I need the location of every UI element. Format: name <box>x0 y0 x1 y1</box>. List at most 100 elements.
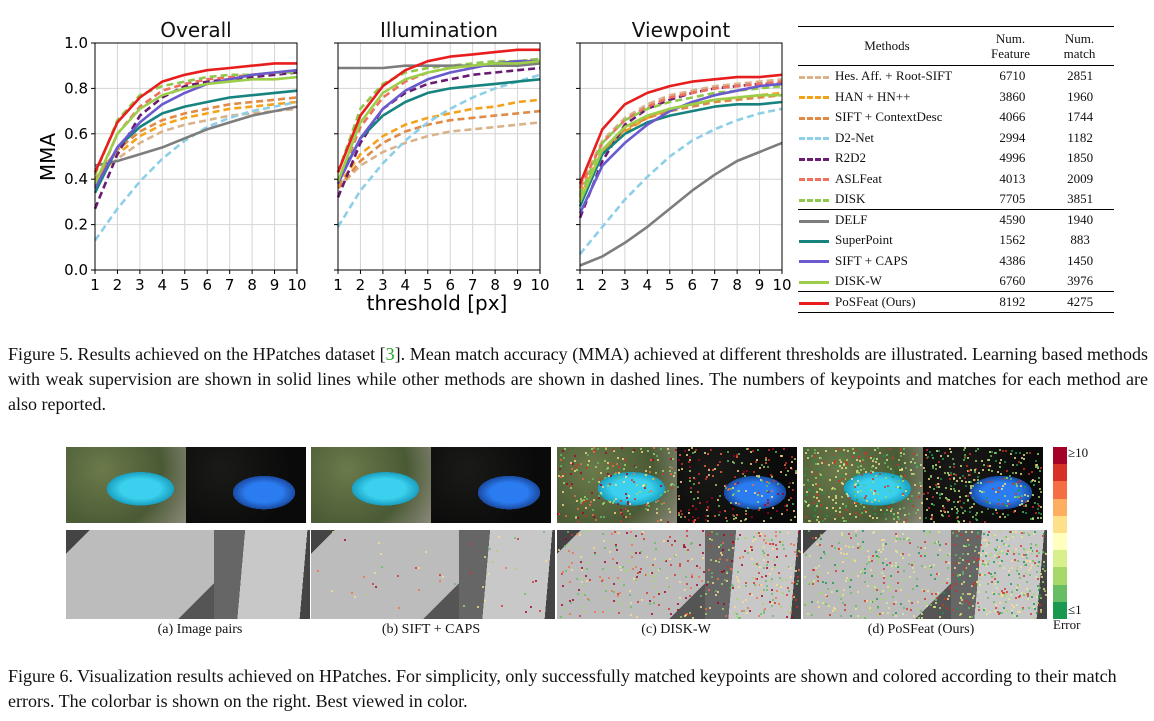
match-keypoint <box>654 500 657 503</box>
match-keypoint <box>1017 573 1020 576</box>
match-keypoint <box>765 541 767 544</box>
match-keypoint <box>560 572 563 575</box>
match-keypoint <box>986 496 989 499</box>
match-keypoint <box>871 500 874 503</box>
match-keypoint <box>848 545 851 548</box>
match-keypoint <box>806 491 808 494</box>
match-keypoint <box>691 575 693 578</box>
match-keypoint <box>576 520 579 523</box>
match-keypoint <box>996 581 999 584</box>
match-keypoint <box>759 584 762 587</box>
match-keypoint <box>998 449 1001 452</box>
match-keypoint <box>657 593 660 596</box>
match-keypoint <box>961 552 964 555</box>
match-keypoint <box>989 501 992 504</box>
match-keypoint <box>619 511 622 514</box>
legend-num-match: 1450 <box>1067 252 1094 268</box>
match-keypoint <box>850 536 853 539</box>
match-keypoint <box>588 599 590 602</box>
match-keypoint <box>785 594 788 597</box>
match-keypoint <box>796 605 799 608</box>
citation-link[interactable]: 3 <box>385 344 395 364</box>
match-keypoint <box>901 566 903 569</box>
legend-swatch <box>799 198 829 202</box>
match-keypoint <box>816 542 819 545</box>
match-keypoint <box>630 614 633 617</box>
series-line-disk <box>578 84 783 196</box>
match-keypoint <box>572 462 575 465</box>
match-keypoint <box>613 449 616 452</box>
match-keypoint <box>688 595 691 598</box>
match-keypoint <box>859 465 862 468</box>
match-keypoint <box>815 566 818 569</box>
match-keypoint <box>948 473 951 476</box>
match-keypoint <box>685 613 688 615</box>
match-keypoint <box>787 587 790 590</box>
match-keypoint <box>583 610 586 613</box>
match-keypoint <box>692 505 695 508</box>
match-keypoint <box>886 586 889 589</box>
match-keypoint <box>764 607 767 610</box>
match-keypoint <box>901 578 904 581</box>
match-keypoint <box>776 555 779 558</box>
match-keypoint <box>973 502 976 505</box>
match-keypoint <box>689 476 692 479</box>
match-keypoint <box>726 571 729 574</box>
match-keypoint <box>840 533 843 536</box>
match-keypoint <box>757 491 760 494</box>
match-keypoint <box>1011 471 1014 474</box>
match-keypoint <box>746 506 749 509</box>
match-keypoint <box>917 616 920 619</box>
match-keypoint <box>643 538 646 540</box>
match-keypoint <box>722 608 725 610</box>
match-keypoint <box>672 483 675 486</box>
match-keypoint <box>942 611 945 614</box>
match-keypoint <box>934 593 937 596</box>
match-keypoint <box>686 551 689 554</box>
match-keypoint <box>767 481 770 484</box>
match-keypoint <box>820 457 822 460</box>
match-keypoint <box>707 589 710 591</box>
match-keypoint <box>803 604 806 607</box>
match-keypoint <box>1018 596 1021 599</box>
match-keypoint <box>679 481 682 484</box>
match-keypoint <box>612 566 615 568</box>
match-keypoint <box>903 578 906 581</box>
match-keypoint <box>1011 530 1014 533</box>
match-keypoint <box>559 459 562 462</box>
match-keypoint <box>898 469 901 471</box>
match-keypoint <box>889 574 892 577</box>
match-keypoint <box>957 574 960 577</box>
match-keypoint <box>617 475 620 478</box>
legend-method-name: ASLFeat <box>835 170 882 186</box>
match-keypoint <box>980 511 983 513</box>
match-keypoint <box>746 611 749 614</box>
match-keypoint <box>988 542 991 545</box>
match-keypoint <box>841 467 844 469</box>
match-keypoint <box>1040 491 1043 494</box>
match-keypoint <box>1030 547 1033 550</box>
match-keypoint <box>736 571 739 574</box>
match-keypoint <box>955 479 958 482</box>
match-keypoint <box>649 603 652 605</box>
match-keypoint <box>660 493 663 496</box>
match-keypoint <box>903 520 906 523</box>
match-keypoint <box>944 452 947 455</box>
match-keypoint <box>833 518 836 521</box>
match-keypoint <box>784 463 786 466</box>
match-keypoint <box>688 459 691 462</box>
match-keypoint <box>770 517 773 520</box>
series-line-d2-net <box>578 107 783 255</box>
match-keypoint <box>972 497 975 500</box>
match-keypoint <box>770 475 773 478</box>
series-line-aslfeat <box>336 57 541 185</box>
match-keypoint <box>351 592 354 595</box>
match-keypoint <box>1002 592 1005 595</box>
match-keypoint <box>882 574 885 577</box>
panel-title-viewpoint: Viewpoint <box>631 18 731 42</box>
match-keypoint <box>652 585 655 588</box>
match-keypoint <box>692 451 695 454</box>
x-tick-label: 6 <box>445 276 455 294</box>
match-keypoint <box>698 543 701 546</box>
match-keypoint <box>808 504 811 507</box>
